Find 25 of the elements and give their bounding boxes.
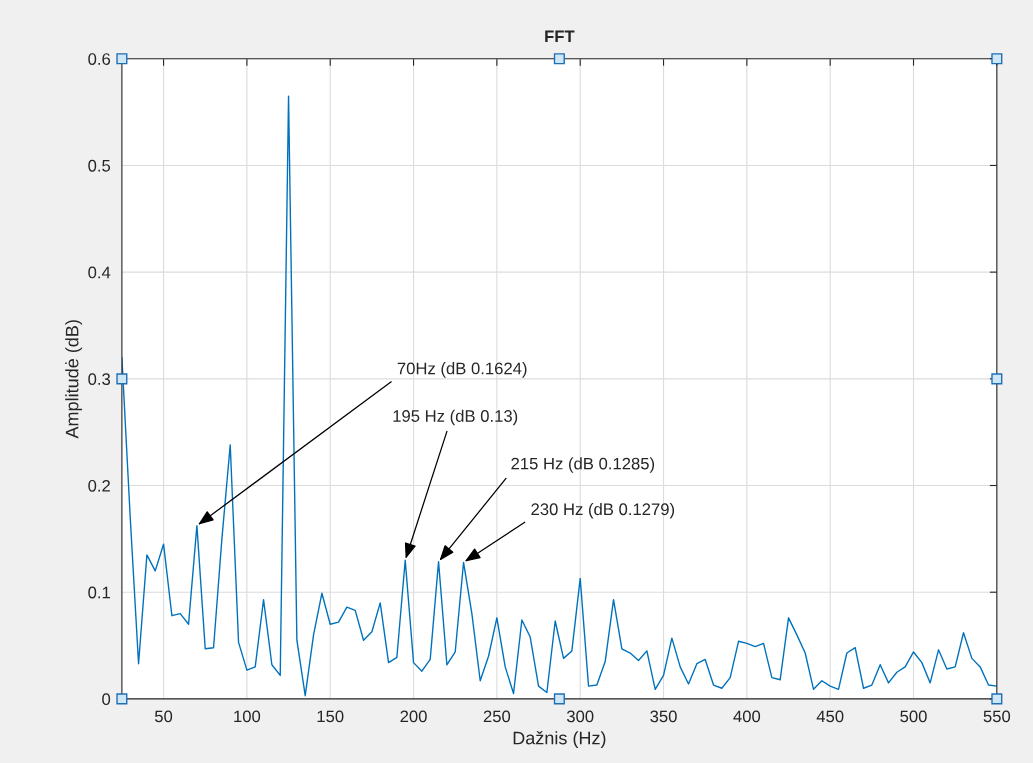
y-axis-title: Amplitudė (dB): [65, 320, 83, 439]
x-tick-label: 300: [566, 710, 594, 723]
annotation: 195 Hz (dB 0.13): [393, 409, 518, 426]
y-tick-label: 0.6: [88, 53, 111, 65]
x-tick-label: 550: [983, 710, 1011, 723]
y-tick-label: 0.1: [88, 586, 110, 599]
x-tick-label: 200: [400, 710, 427, 723]
x-tick-label: 250: [483, 710, 511, 723]
x-tick-label: 100: [234, 710, 261, 723]
x-tick-label: 450: [816, 710, 844, 723]
x-tick-label: 400: [733, 710, 761, 723]
y-tick-label: 0.4: [88, 266, 111, 279]
x-tick-label: 350: [650, 710, 677, 723]
x-tick-label: 50: [154, 710, 173, 723]
x-tick-label: 150: [317, 710, 344, 723]
y-tick-label: 0.5: [88, 159, 111, 172]
annotation: 230 Hz (dB 0.1279): [531, 502, 675, 519]
y-tick-label: 0.3: [88, 373, 111, 386]
annotation: 215 Hz (dB 0.1285): [511, 457, 655, 473]
y-tick-label: 0.2: [88, 479, 110, 492]
annotation: 70Hz (dB 0.1624): [397, 362, 527, 378]
y-tick-label: 0: [102, 693, 111, 706]
x-axis-title: Dažnis (Hz): [513, 731, 606, 748]
x-tick-label: 500: [900, 710, 927, 723]
chart-title: FFT: [545, 30, 575, 43]
